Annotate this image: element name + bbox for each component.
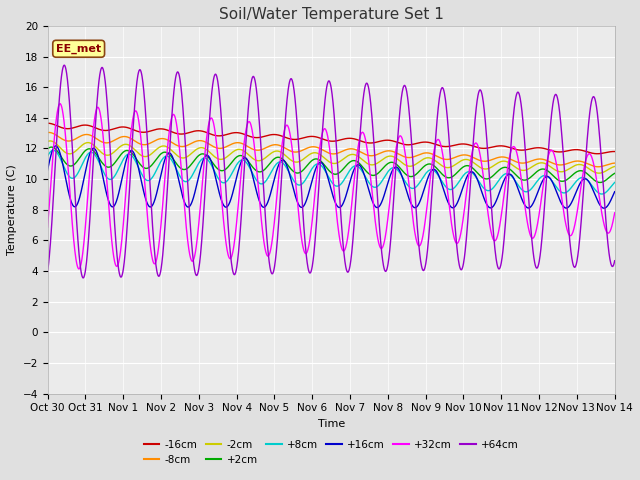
-16cm (490, 144, 498, 150)
+8cm (595, 190, 602, 196)
+32cm (611, 210, 618, 216)
Line: -8cm: -8cm (47, 132, 614, 167)
-16cm (611, 149, 618, 155)
+16cm (305, 191, 312, 196)
+8cm (44, 153, 51, 159)
-2cm (73, 147, 81, 153)
-16cm (595, 151, 602, 156)
+2cm (73, 159, 81, 165)
-2cm (595, 170, 603, 176)
+2cm (611, 170, 618, 176)
-8cm (320, 148, 328, 154)
+32cm (75, 266, 83, 272)
-2cm (611, 164, 618, 169)
Line: +8cm: +8cm (47, 150, 614, 194)
Line: +16cm: +16cm (47, 146, 614, 208)
+16cm (44, 167, 51, 173)
Line: +64cm: +64cm (47, 65, 614, 278)
+64cm (491, 244, 499, 250)
-8cm (490, 156, 498, 162)
-2cm (305, 152, 312, 158)
+8cm (595, 190, 602, 196)
+32cm (305, 242, 313, 248)
+16cm (595, 199, 602, 205)
Line: -2cm: -2cm (47, 141, 614, 173)
+16cm (611, 189, 618, 194)
+2cm (44, 146, 51, 152)
+16cm (73, 202, 81, 208)
-8cm (595, 164, 603, 169)
-2cm (46, 138, 54, 144)
+32cm (491, 238, 499, 244)
+16cm (600, 205, 608, 211)
+32cm (44, 224, 51, 230)
Y-axis label: Temperature (C): Temperature (C) (7, 164, 17, 255)
-16cm (44, 120, 51, 126)
Legend: -16cm, -8cm, -2cm, +2cm, +8cm, +16cm, +32cm, +64cm: -16cm, -8cm, -2cm, +2cm, +8cm, +16cm, +3… (140, 436, 523, 469)
+8cm (305, 171, 312, 177)
+64cm (320, 109, 328, 115)
+32cm (595, 190, 602, 195)
+16cm (52, 143, 60, 149)
Title: Soil/Water Temperature Set 1: Soil/Water Temperature Set 1 (219, 7, 444, 22)
+64cm (595, 121, 602, 127)
X-axis label: Time: Time (317, 419, 345, 429)
+64cm (595, 124, 603, 130)
+2cm (596, 180, 604, 185)
-8cm (44, 130, 51, 135)
-2cm (44, 139, 51, 144)
+8cm (73, 172, 81, 178)
+2cm (595, 180, 602, 185)
Line: +2cm: +2cm (47, 147, 614, 182)
+2cm (490, 172, 498, 178)
-2cm (320, 155, 328, 160)
+32cm (73, 261, 81, 267)
+8cm (49, 147, 57, 153)
+32cm (320, 126, 328, 132)
-16cm (319, 136, 327, 142)
+8cm (611, 180, 618, 185)
+16cm (595, 200, 602, 205)
Line: +32cm: +32cm (47, 104, 614, 269)
-2cm (595, 170, 602, 176)
-8cm (305, 145, 312, 151)
-2cm (595, 170, 602, 176)
+32cm (595, 192, 603, 197)
+64cm (305, 268, 313, 274)
-8cm (73, 135, 81, 141)
+2cm (320, 161, 328, 167)
+2cm (595, 180, 602, 185)
Text: EE_met: EE_met (56, 44, 101, 54)
-16cm (593, 151, 601, 156)
-16cm (595, 151, 602, 156)
+64cm (79, 275, 87, 281)
+2cm (48, 144, 56, 150)
-16cm (305, 134, 312, 140)
+2cm (305, 161, 312, 167)
+64cm (61, 62, 68, 68)
+8cm (598, 191, 605, 197)
+64cm (44, 268, 51, 274)
+8cm (490, 184, 498, 190)
-8cm (611, 160, 618, 166)
-8cm (45, 130, 52, 135)
Line: -16cm: -16cm (47, 123, 614, 154)
-8cm (595, 164, 602, 169)
-2cm (490, 162, 498, 168)
+16cm (490, 202, 498, 207)
+16cm (320, 163, 328, 168)
-16cm (73, 124, 81, 130)
+32cm (56, 101, 64, 107)
-8cm (595, 164, 602, 169)
+64cm (611, 258, 618, 264)
+8cm (320, 166, 328, 171)
+64cm (73, 221, 81, 227)
